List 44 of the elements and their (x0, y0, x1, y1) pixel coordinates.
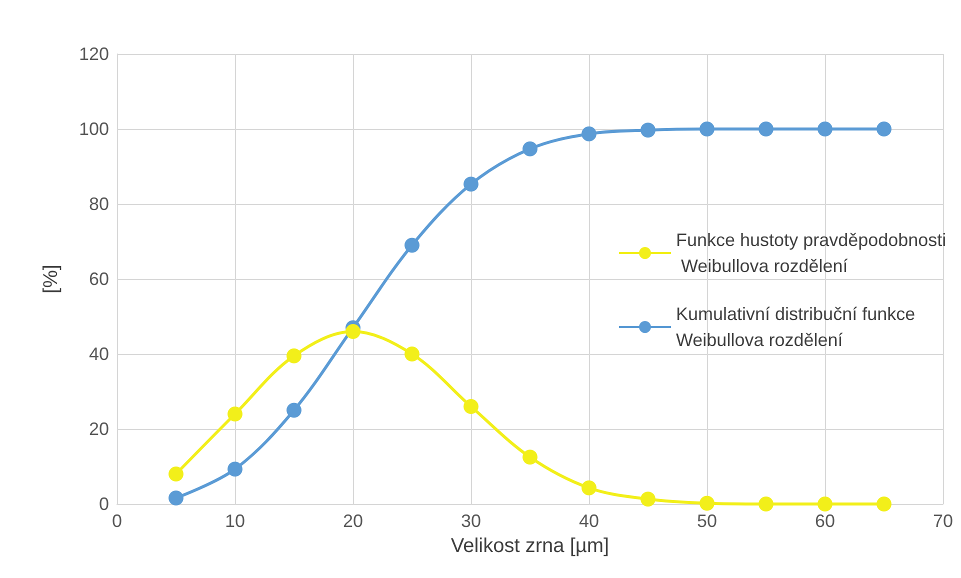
y-tick-label: 120 (78, 44, 109, 64)
point (876, 122, 892, 136)
y-tick-label: 60 (88, 269, 109, 289)
point (464, 176, 478, 192)
x-tick-label: 50 (696, 511, 718, 531)
y-tick-label: 0 (98, 494, 109, 514)
legend-label: Kumulativní distribuční funkce Weibullova rozdělení (676, 304, 920, 350)
point (640, 492, 656, 507)
x-tick-label: 20 (342, 511, 364, 531)
y-tick-label: 40 (88, 344, 109, 364)
point (346, 324, 360, 339)
point (168, 466, 184, 482)
x-tick-label: 70 (932, 511, 954, 531)
point (404, 346, 420, 362)
x-tick-label: 40 (578, 511, 600, 531)
point (228, 462, 242, 477)
y-tick-label: 20 (88, 419, 109, 439)
legend-label: Funkce hustoty pravděpodobnosti Weibullova rozdělení (676, 230, 946, 276)
point (876, 496, 892, 512)
x-tick-label: 10 (224, 511, 246, 531)
point (818, 122, 832, 136)
point (818, 496, 832, 512)
point (228, 406, 242, 422)
x-tick-label: 0 (112, 511, 122, 531)
y-tick-label: 100 (78, 119, 109, 139)
point (582, 126, 596, 142)
point (522, 450, 538, 465)
point (700, 122, 714, 136)
point (700, 496, 714, 511)
x-axis-title: Velikost zrna [µm] (450, 535, 610, 557)
point (464, 399, 478, 414)
point (640, 122, 656, 138)
point (286, 402, 302, 418)
x-tick-label: 30 (460, 511, 482, 531)
point (758, 496, 774, 512)
point (758, 122, 774, 136)
point (404, 238, 420, 253)
y-axis-title: [%] (40, 264, 62, 294)
point (286, 348, 302, 364)
point (522, 141, 538, 156)
x-tick-label: 60 (814, 511, 836, 531)
y-tick-label: 80 (88, 194, 109, 214)
point (582, 480, 596, 496)
point (168, 490, 184, 506)
